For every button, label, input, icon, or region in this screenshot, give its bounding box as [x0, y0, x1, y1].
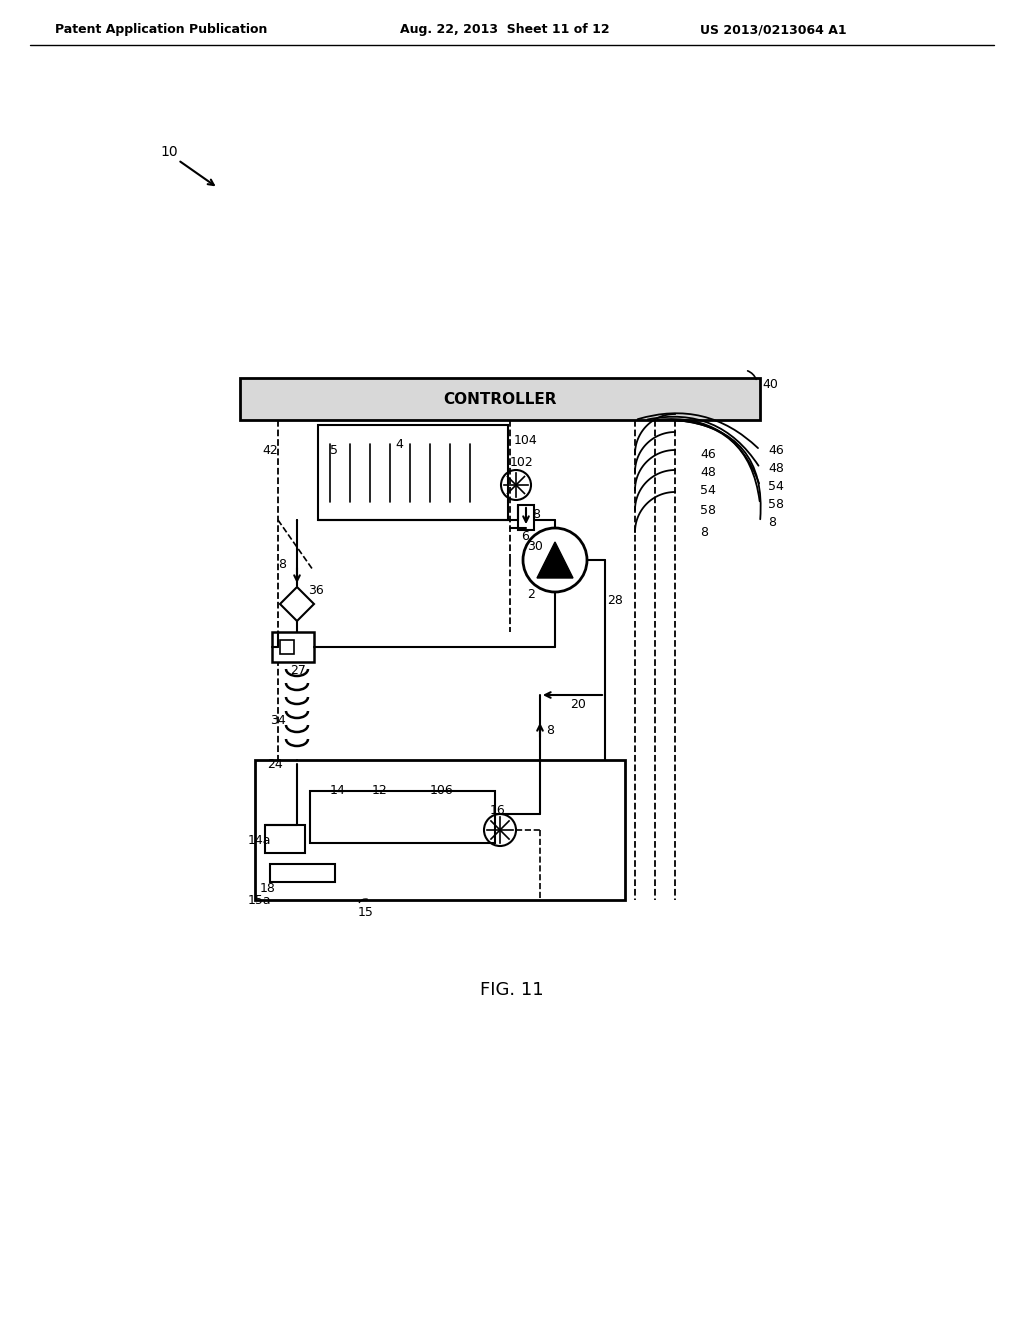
- Text: 8: 8: [532, 508, 540, 521]
- Text: 30: 30: [527, 540, 543, 553]
- Text: 10: 10: [160, 145, 177, 158]
- Text: 14a: 14a: [248, 833, 271, 846]
- Bar: [318, 425, 508, 520]
- Text: 4: 4: [395, 438, 402, 451]
- Text: 42: 42: [262, 444, 278, 457]
- Text: 6: 6: [521, 531, 528, 544]
- Text: 58: 58: [768, 498, 784, 511]
- Text: Aug. 22, 2013  Sheet 11 of 12: Aug. 22, 2013 Sheet 11 of 12: [400, 24, 609, 37]
- Bar: [255, 760, 625, 900]
- Bar: [265, 825, 305, 853]
- Text: 46: 46: [768, 444, 783, 457]
- Text: 46: 46: [700, 447, 716, 461]
- Bar: [310, 791, 495, 843]
- Text: FIG. 11: FIG. 11: [480, 981, 544, 999]
- Text: Patent Application Publication: Patent Application Publication: [55, 24, 267, 37]
- Polygon shape: [280, 587, 314, 620]
- Text: 28: 28: [607, 594, 623, 606]
- Text: 36: 36: [308, 583, 324, 597]
- Text: 18: 18: [260, 882, 275, 895]
- Circle shape: [523, 528, 587, 591]
- Text: 15a: 15a: [248, 894, 271, 907]
- Text: 5: 5: [330, 444, 338, 457]
- Text: 2: 2: [527, 587, 535, 601]
- Text: 54: 54: [700, 483, 716, 496]
- Bar: [280, 640, 294, 653]
- Text: 34: 34: [270, 714, 286, 726]
- Bar: [240, 378, 760, 420]
- Text: 15: 15: [358, 906, 374, 919]
- Text: 40: 40: [762, 379, 778, 392]
- Text: 102: 102: [510, 455, 534, 469]
- Bar: [270, 865, 335, 882]
- Text: 16: 16: [490, 804, 506, 817]
- Text: 48: 48: [700, 466, 716, 479]
- Bar: [272, 632, 314, 663]
- Text: 58: 58: [700, 503, 716, 516]
- Text: 12: 12: [372, 784, 388, 796]
- Text: 8: 8: [700, 525, 708, 539]
- Text: 54: 54: [768, 479, 784, 492]
- Text: 104: 104: [514, 433, 538, 446]
- Text: 8: 8: [278, 558, 286, 572]
- Text: 27: 27: [290, 664, 306, 676]
- Text: 8: 8: [546, 723, 554, 737]
- Text: 24: 24: [267, 759, 283, 771]
- Text: 8: 8: [768, 516, 776, 528]
- Text: 20: 20: [570, 698, 586, 711]
- Bar: [518, 506, 534, 531]
- Text: CONTROLLER: CONTROLLER: [443, 392, 557, 407]
- Polygon shape: [537, 543, 573, 578]
- Text: 106: 106: [430, 784, 454, 796]
- Text: 48: 48: [768, 462, 784, 474]
- Text: US 2013/0213064 A1: US 2013/0213064 A1: [700, 24, 847, 37]
- Text: 14: 14: [330, 784, 346, 796]
